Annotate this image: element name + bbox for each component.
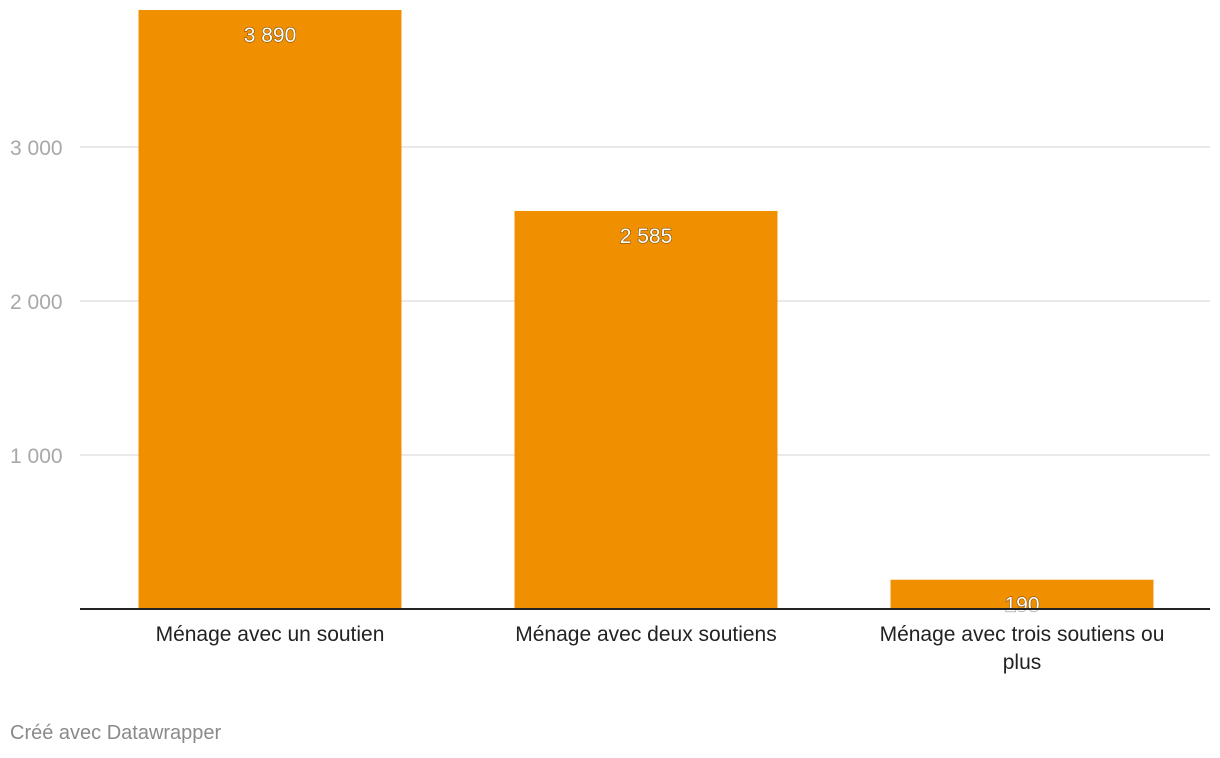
category-label: Ménage avec deux soutiens [515, 623, 777, 646]
x-axis-labels: Ménage avec un soutien Ménage avec deux s… [156, 623, 1165, 674]
bar [890, 579, 1154, 609]
bar [514, 210, 778, 609]
y-tick-label: 2 000 [10, 291, 63, 314]
value-label: 3 890 [244, 24, 297, 47]
category-label: Ménage avec trois soutiens ou [880, 623, 1165, 646]
y-axis-ticks: 1 000 2 000 3 000 [10, 137, 63, 468]
bars [138, 10, 1154, 609]
value-label: 190 [1004, 594, 1039, 617]
y-tick-label: 1 000 [10, 445, 63, 468]
y-tick-label: 3 000 [10, 137, 63, 160]
credit-text: Créé avec Datawrapper [10, 722, 222, 744]
value-labels: 3 890 2 585 190 [243, 23, 1040, 617]
value-label: 2 585 [620, 225, 673, 248]
category-label: Ménage avec un soutien [156, 623, 385, 646]
bar [138, 10, 402, 609]
category-label: plus [1003, 651, 1042, 674]
